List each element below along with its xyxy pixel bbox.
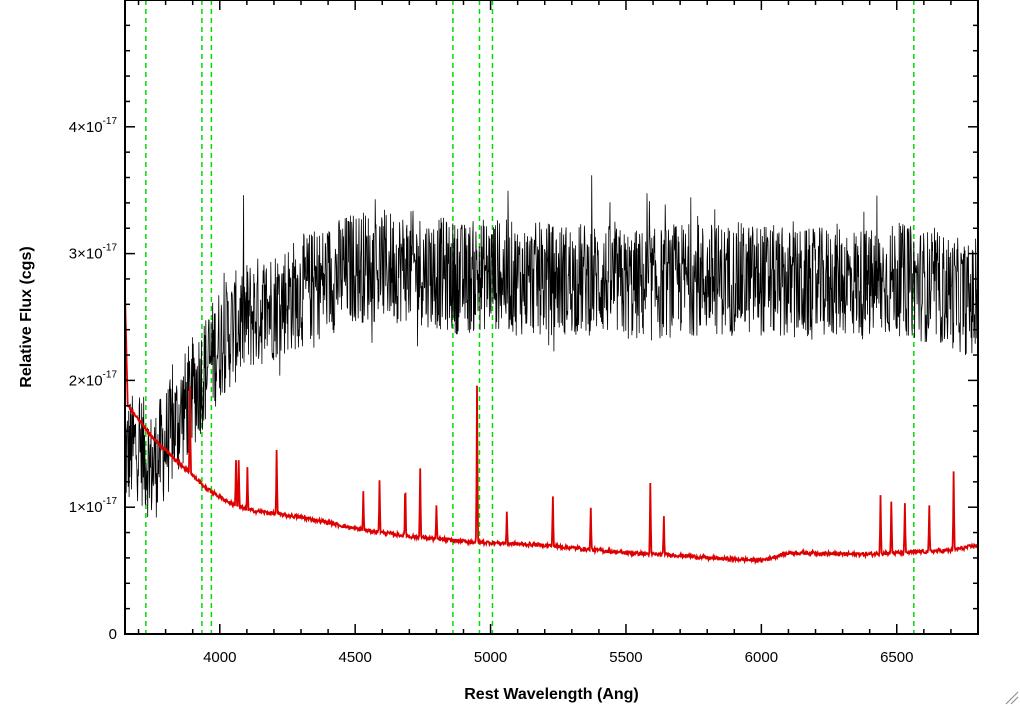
y-tick-exponent: -17 <box>103 243 118 254</box>
y-axis-title: Relative Flux (cgs) <box>18 246 35 387</box>
x-tick-label: 4500 <box>338 649 371 666</box>
y-tick-label: 0 <box>109 626 117 643</box>
y-tick-exponent: -17 <box>103 369 118 380</box>
y-tick-exponent: -17 <box>103 116 118 127</box>
series-line-0 <box>124 175 979 518</box>
x-axis-title: Rest Wavelength (Ang) <box>464 686 639 703</box>
y-tick-label: 4×10-17 <box>69 116 118 136</box>
y-tick-mantissa: 4×10 <box>69 119 103 136</box>
spectrum-series <box>124 175 979 565</box>
x-tick-label: 4000 <box>203 649 236 666</box>
x-tick-label: 5500 <box>609 649 642 666</box>
plot-frame <box>124 0 979 635</box>
y-tick-exponent: -17 <box>103 496 118 507</box>
y-tick-mantissa: 2×10 <box>69 372 103 389</box>
x-tick-labels: 4000 4500 5000 5500 6000 6500 <box>203 649 913 666</box>
series-line-1 <box>124 291 979 565</box>
y-tick-label: 1×10-17 <box>69 496 118 516</box>
x-tick-label: 5000 <box>474 649 507 666</box>
resize-grip-icon[interactable] <box>1005 691 1019 705</box>
y-tick-label: 3×10-17 <box>69 243 118 263</box>
x-tick-label: 6000 <box>745 649 778 666</box>
y-tick-label: 2×10-17 <box>69 369 118 389</box>
y-tick-labels: 01×10-172×10-173×10-174×10-17 <box>69 116 118 643</box>
y-tick-mantissa: 0 <box>109 626 117 643</box>
y-tick-mantissa: 3×10 <box>69 246 103 263</box>
y-tick-mantissa: 1×10 <box>69 499 103 516</box>
x-tick-label: 6500 <box>880 649 913 666</box>
